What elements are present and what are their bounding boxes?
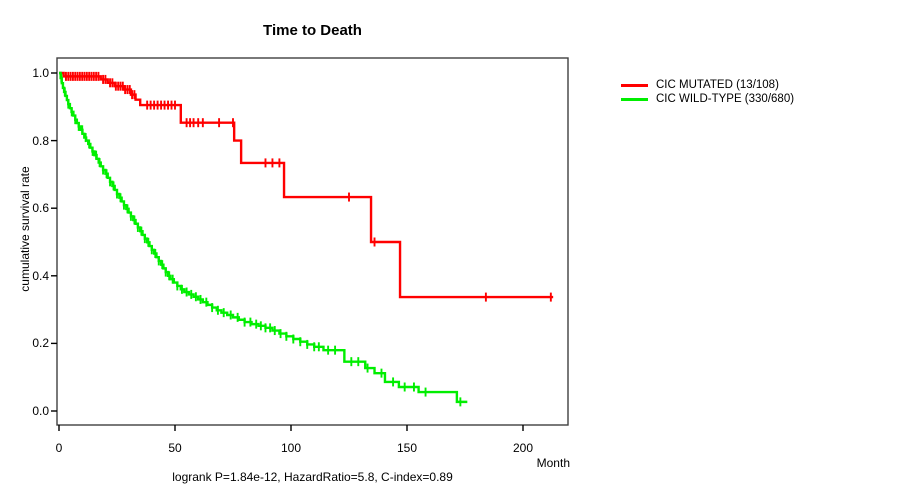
- stats-annotation: logrank P=1.84e-12, HazardRatio=5.8, C-i…: [172, 470, 453, 484]
- legend-label: CIC MUTATED (13/108): [656, 79, 779, 91]
- x-tick-label: 100: [280, 441, 302, 455]
- x-tick-label: 50: [168, 441, 182, 455]
- y-tick-label: 0.2: [32, 336, 49, 351]
- y-tick-label: 0.6: [32, 201, 49, 216]
- legend-item-mutated: CIC MUTATED (13/108): [621, 78, 794, 92]
- survival-curve-0: [59, 71, 554, 299]
- legend-line-swatch-green: [621, 97, 648, 101]
- y-tick-label: 0.0: [32, 404, 49, 418]
- x-tick-label: 150: [396, 441, 418, 455]
- x-tick-label: 200: [512, 441, 534, 455]
- legend-item-wildtype: CIC WILD-TYPE (330/680): [621, 92, 794, 106]
- y-tick-label: 0.4: [32, 268, 49, 283]
- plot-box: [56, 57, 569, 426]
- survival-curve-1: [59, 71, 468, 404]
- y-tick-label: 1.0: [32, 66, 49, 80]
- legend-line-swatch-red: [621, 83, 648, 87]
- plot-title: Time to Death: [263, 22, 362, 39]
- y-tick-label: 0.8: [32, 133, 49, 148]
- legend-label: CIC WILD-TYPE (330/680): [656, 93, 795, 105]
- x-tick-label: 0: [55, 441, 63, 455]
- x-axis-label: Month: [536, 456, 570, 470]
- legend: CIC MUTATED (13/108) CIC WILD-TYPE (330/…: [621, 78, 794, 106]
